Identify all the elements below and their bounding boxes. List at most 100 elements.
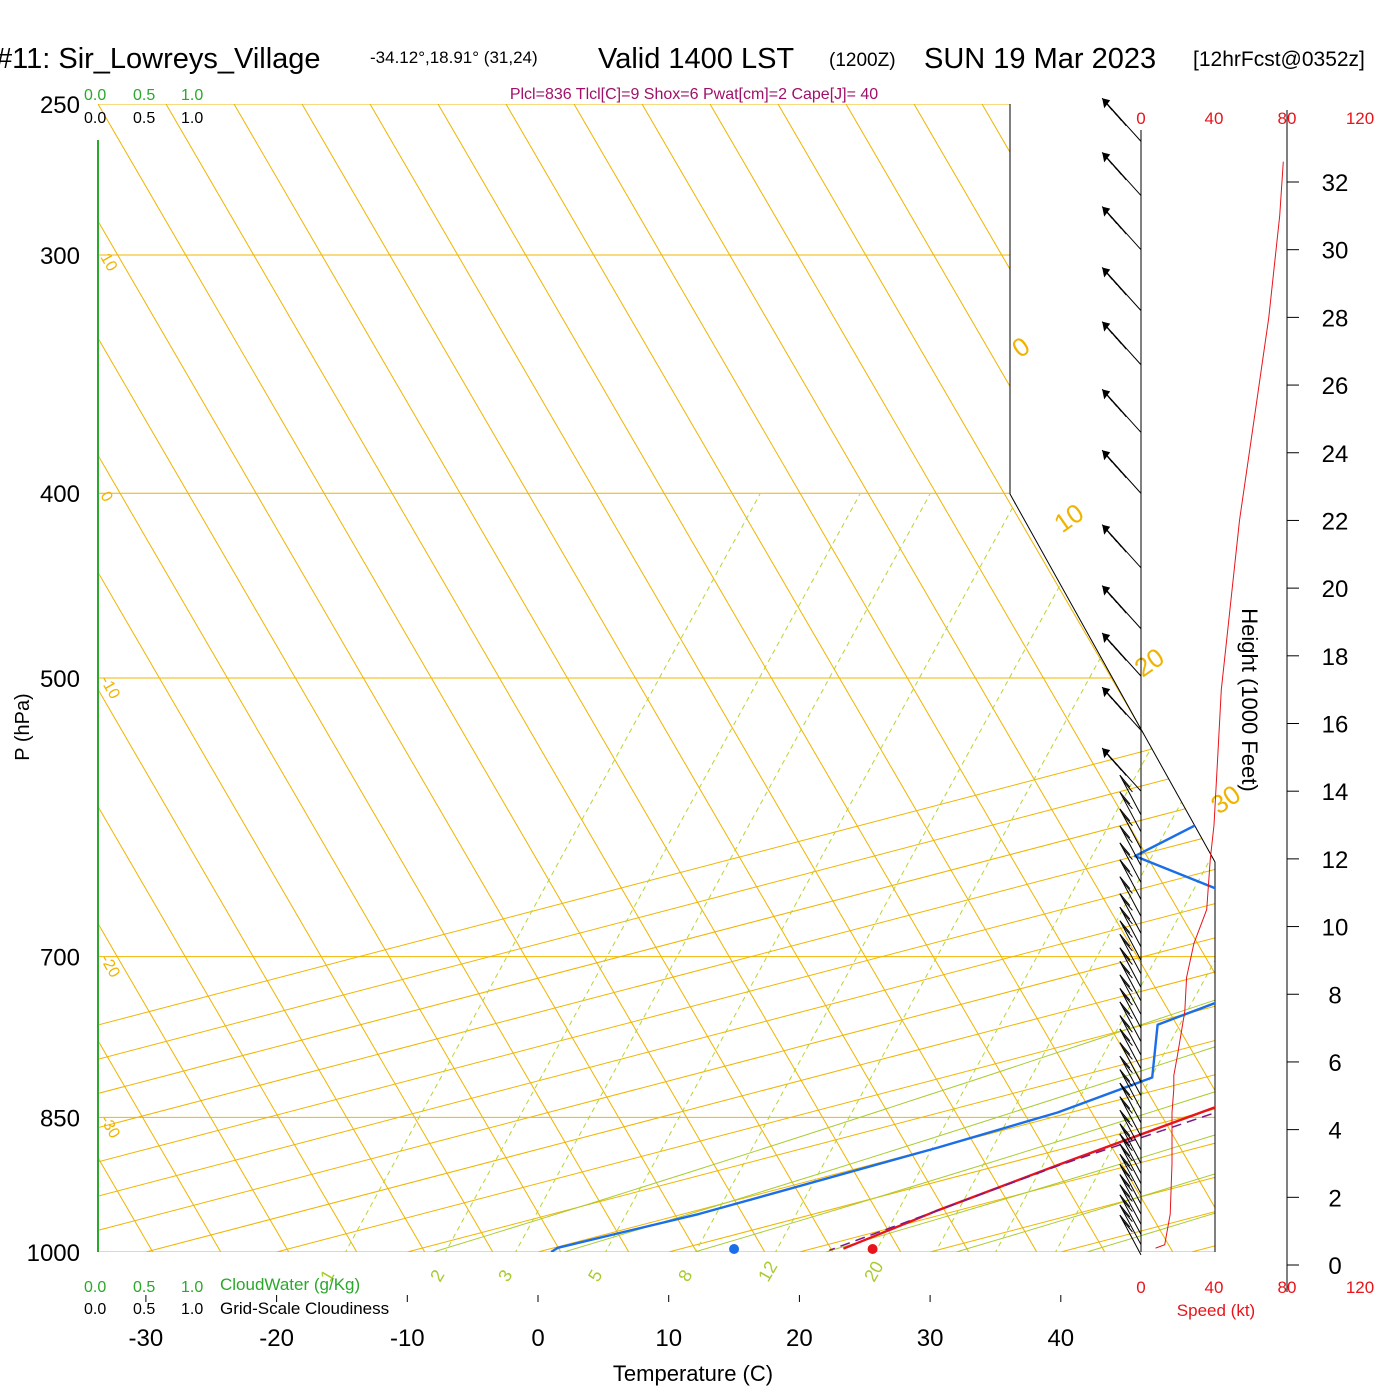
cloudiness-0: 0.0	[84, 1301, 106, 1318]
dry-adiabat	[505, 104, 1197, 1252]
wind-speed-profile	[1155, 161, 1284, 1249]
pressure-tick-label: 300	[40, 243, 80, 270]
mixing-ratio-line	[869, 493, 1215, 1252]
dry-adiabat	[777, 104, 1215, 1252]
wind-barb	[1119, 988, 1142, 1029]
wind-barbs	[1101, 97, 1142, 1256]
dry-adiabat	[1185, 104, 1215, 1252]
wind-barb	[1101, 389, 1142, 433]
pressure-tick-label: 850	[40, 1105, 80, 1132]
cloud-sub-0: 0.0	[84, 110, 106, 127]
temperature-tick-label: 40	[1047, 1325, 1074, 1352]
wind-barb	[1119, 1028, 1142, 1069]
wind-barb	[1119, 906, 1142, 948]
cloud-top-05: 0.5	[133, 87, 155, 104]
wind-barb	[1119, 1133, 1142, 1174]
isotherm-line	[98, 104, 1215, 1252]
isotherm-line	[98, 104, 1215, 1252]
cloudiness-label: Grid-Scale Cloudiness	[220, 1299, 389, 1318]
isotherm-line	[145, 104, 1215, 1252]
wind-barb	[1101, 747, 1142, 792]
dry-adiabat-label: 20	[1129, 642, 1170, 683]
x-axis-title: Temperature (C)	[613, 1361, 773, 1386]
speed-tick-bottom: 0	[1136, 1278, 1145, 1297]
cloud-sub-1: 1.0	[181, 110, 203, 127]
mixing-ratio-line	[989, 493, 1215, 1252]
dry-adiabat	[98, 104, 517, 1252]
wind-barb	[1119, 1143, 1142, 1185]
dry-adiabat	[301, 104, 993, 1252]
height-tick-label: 12	[1322, 847, 1349, 874]
isotherm-line	[1322, 104, 1400, 1252]
speed-tick-bottom: 120	[1346, 1278, 1374, 1297]
dry-adiabat	[98, 104, 721, 1252]
pressure-tick-label: 700	[40, 945, 80, 972]
wind-barb	[1119, 1042, 1142, 1083]
height-tick-label: 24	[1322, 441, 1349, 468]
pressure-tick-label: 500	[40, 666, 80, 693]
wind-barb	[1119, 960, 1142, 1002]
wind-barb	[1119, 859, 1142, 900]
mixing-ratio-label: 5	[584, 1266, 606, 1285]
isotherm-line	[98, 104, 1215, 1252]
wind-barb	[1101, 321, 1142, 366]
wind-barb	[1119, 1069, 1142, 1110]
height-tick-label: 8	[1328, 982, 1341, 1009]
height-tick-label: 28	[1322, 305, 1349, 332]
surface-dewpoint-marker	[729, 1244, 740, 1254]
height-tick-label: 26	[1322, 373, 1349, 400]
temperature-tick-label: -20	[259, 1325, 294, 1352]
mixing-ratio-line	[1049, 493, 1215, 1252]
wind-barb	[1119, 791, 1142, 833]
forecast-info: [12hrFcst@0352z]	[1193, 48, 1365, 71]
dry-adiabat	[369, 104, 1061, 1252]
moist-adiabat	[694, 104, 1215, 1252]
temperature-tick-label: -30	[129, 1325, 164, 1352]
height-tick-label: 14	[1322, 779, 1349, 806]
cloud-bottom-05: 0.5	[133, 1279, 155, 1296]
dry-adiabat	[1049, 104, 1215, 1252]
isotherm-label: 0	[97, 489, 116, 505]
wind-barb	[1119, 1082, 1142, 1124]
dry-adiabat	[981, 104, 1215, 1252]
speed-tick-top: 0	[1136, 109, 1145, 128]
dry-adiabat	[709, 104, 1215, 1252]
wind-barb	[1101, 267, 1142, 311]
speed-tick-top: 40	[1205, 109, 1224, 128]
station-coords: -34.12°,18.91° (31,24)	[370, 48, 538, 67]
dry-adiabat	[98, 104, 653, 1252]
wind-barb	[1119, 920, 1142, 961]
zulu-time: (1200Z)	[829, 50, 896, 71]
valid-date: SUN 19 Mar 2023	[924, 43, 1156, 75]
wind-barb	[1119, 1109, 1142, 1151]
temperature-tick-label: 30	[917, 1325, 944, 1352]
wind-barb	[1119, 825, 1142, 866]
wind-barb	[1119, 1204, 1142, 1245]
height-tick-label: 16	[1322, 712, 1349, 739]
height-tick-label: 32	[1322, 170, 1349, 197]
mixing-ratio-line	[339, 493, 761, 1252]
cloud-water-label: CloudWater (g/Kg)	[220, 1275, 360, 1294]
speed-tick-bottom: 80	[1278, 1278, 1297, 1297]
dry-adiabat	[98, 104, 449, 1252]
cloudiness-1: 1.0	[181, 1301, 203, 1318]
pressure-tick-label: 400	[40, 481, 80, 508]
valid-time: Valid 1400 LST	[598, 43, 794, 75]
station-title: #11: Sir_Lowreys_Village	[0, 43, 321, 75]
dry-adiabat	[98, 104, 313, 1252]
wind-barb	[1119, 808, 1142, 849]
wind-barb	[1119, 893, 1142, 934]
height-tick-label: 22	[1322, 508, 1349, 535]
speed-tick-top: 80	[1278, 109, 1297, 128]
mixing-ratio-label: 12	[754, 1258, 781, 1285]
wind-barb	[1101, 686, 1142, 731]
height-tick-label: 10	[1322, 915, 1349, 942]
height-tick-label: 0	[1328, 1253, 1341, 1280]
isotherm-line	[98, 104, 1215, 1252]
temperature-tick-label: 10	[655, 1325, 682, 1352]
height-speed-panel: 0246810121416182022242628303200404080801…	[1136, 109, 1374, 1297]
temperature-tick-label: 20	[786, 1325, 813, 1352]
height-tick-label: 2	[1328, 1185, 1341, 1212]
height-tick-label: 4	[1328, 1118, 1341, 1145]
